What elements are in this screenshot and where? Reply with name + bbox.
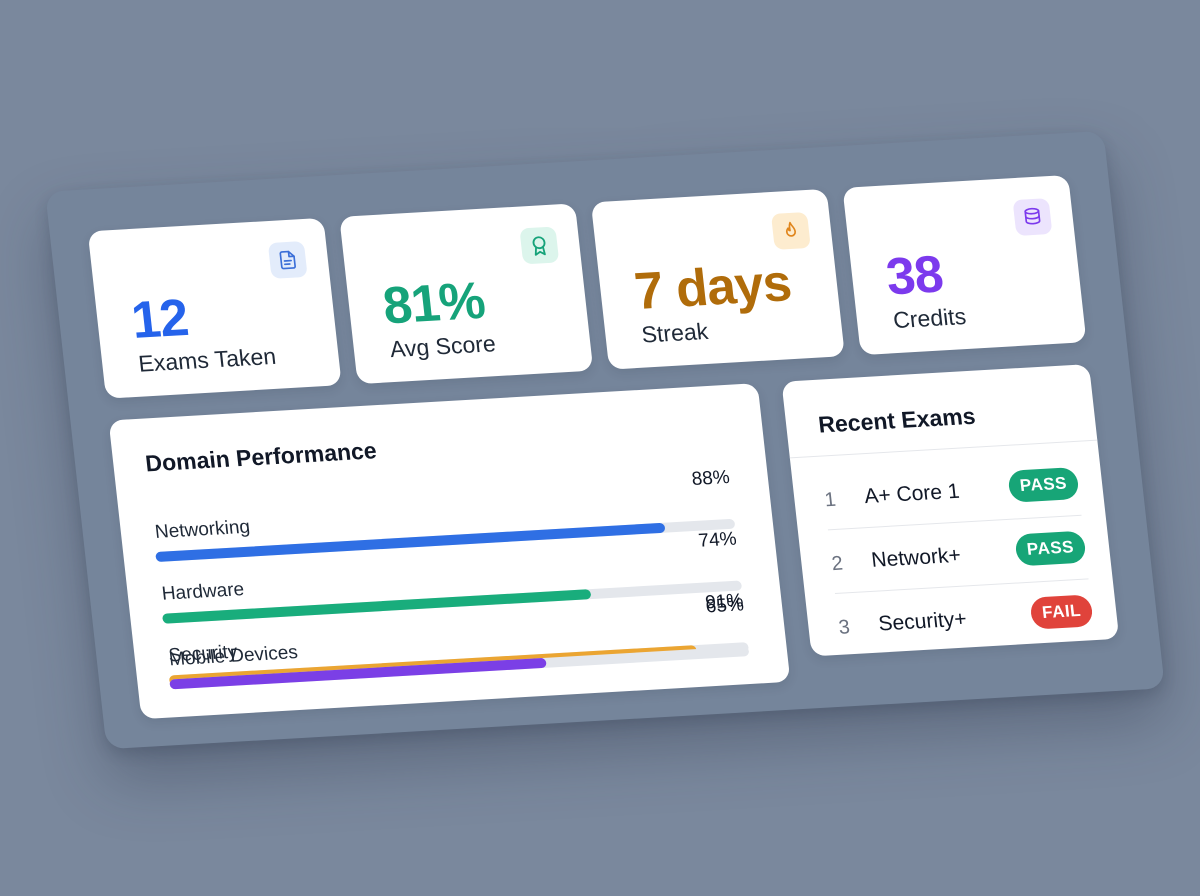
stat-label: Credits [891,303,968,334]
recent-exams-card: Recent Exams 1 A+ Core 1 PASS 2 Network+… [781,364,1120,657]
domain-percent: 65% [704,594,745,618]
domain-performance-card: Domain Performance Networking 88% Hardwa… [108,383,791,720]
status-badge: PASS [1007,466,1080,503]
stat-label: Avg Score [388,330,497,363]
exam-name: A+ Core 1 [863,479,961,509]
exam-name: Network+ [870,543,962,572]
stat-card-avg-score: 81% Avg Score [339,203,594,385]
award-icon [519,226,560,265]
exam-row[interactable]: 3 Security+ FAIL [835,578,1096,656]
recent-exams-header: Recent Exams [781,364,1098,459]
stat-value: 7 days [631,254,794,321]
document-icon [267,241,308,279]
card-title: Domain Performance [144,437,378,477]
card-title: Recent Exams [816,402,977,438]
domain-percent: 74% [697,528,738,552]
status-badge: FAIL [1029,594,1094,630]
stat-value: 12 [128,288,191,350]
exam-number: 3 [837,616,852,639]
stat-card-credits: 38 Credits [842,174,1087,356]
exam-number: 1 [823,488,837,512]
exam-name: Security+ [877,607,968,636]
domain-percent: 88% [690,466,731,491]
stat-value: 38 [883,245,946,307]
domain-label: Hardware [160,579,246,605]
coins-icon [1012,198,1053,236]
stat-label: Streak [640,317,710,348]
flame-icon [770,212,811,250]
domain-label: Networking [153,516,252,544]
stat-card-exams-taken: 12 Exams Taken [87,217,342,399]
status-badge: PASS [1014,530,1087,567]
exam-number: 2 [830,552,845,576]
stat-value: 81% [380,271,488,336]
dashboard-panel: 12 Exams Taken 81% Avg Score 7 days Stre… [45,130,1165,750]
stat-card-streak: 7 days Streak [590,188,845,370]
